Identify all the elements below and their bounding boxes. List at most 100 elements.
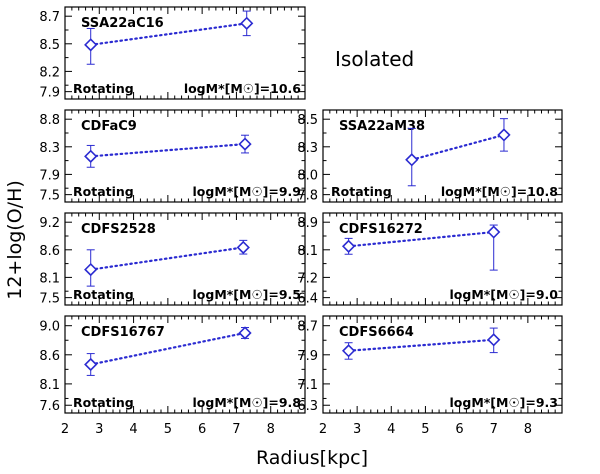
data-point bbox=[84, 262, 98, 277]
y-tick-label: 8.7 bbox=[39, 10, 60, 25]
panel-frame bbox=[322, 315, 563, 414]
y-tick-label: 9.2 bbox=[39, 216, 60, 231]
panel-SSA22aM38: 8.5 8.3 8.0 7.8 SSA22aM38 Rotating logM*[M☉]=1… bbox=[297, 109, 563, 204]
data-point bbox=[341, 344, 356, 358]
data-point bbox=[236, 240, 250, 255]
data-point bbox=[497, 128, 511, 142]
panel-CDFS16767: 9.0 8.6 8.1 7.6 CDFS16767 Rotating logM*[M☉]=9… bbox=[39, 315, 306, 414]
gradient-line bbox=[89, 142, 247, 158]
y-tick-label: 7.8 bbox=[297, 189, 318, 204]
y-tick-label: 8.9 bbox=[297, 216, 318, 231]
stellar-mass-label: logM*[M☉]=9.8 bbox=[193, 395, 301, 410]
y-tick-label: 8.6 bbox=[39, 349, 60, 364]
gradient-line bbox=[89, 331, 247, 366]
y-tick-label: 9.0 bbox=[39, 320, 60, 335]
panel-frame bbox=[64, 212, 306, 306]
panel-frame bbox=[64, 315, 306, 414]
panel-CDFaC9: 8.8 8.3 7.9 7.5 CDFaC9 Rotating logM*[M☉]=9.9 bbox=[39, 109, 306, 204]
panel-frame bbox=[322, 109, 563, 203]
data-point bbox=[238, 326, 252, 340]
y-tick-label: 7.2 bbox=[297, 271, 318, 286]
stellar-mass-label: logM*[M☉]=10.8 bbox=[441, 184, 558, 199]
gradient-line bbox=[347, 230, 495, 248]
x-tick-label: 5 bbox=[421, 422, 429, 437]
y-tick-label: 7.9 bbox=[39, 86, 60, 101]
x-tick-label: 6 bbox=[455, 422, 463, 437]
stellar-mass-label: logM*[M☉]=9.9 bbox=[193, 184, 301, 199]
gradient-line bbox=[347, 338, 495, 352]
x-tick-label: 2 bbox=[61, 422, 69, 437]
panel-frame bbox=[322, 212, 563, 306]
panel-CDFS6664: 8.7 7.9 7.1 6.3 CDFS6664 logM*[M☉]=9.3 bbox=[297, 315, 563, 414]
data-point bbox=[84, 38, 98, 52]
x-tick-label: 4 bbox=[129, 422, 137, 437]
y-tick-label: 7.1 bbox=[297, 378, 318, 393]
y-tick-label: 8.3 bbox=[39, 141, 60, 156]
rotating-label: Rotating bbox=[73, 287, 134, 302]
stellar-mass-label: logM*[M☉]=9.3 bbox=[450, 395, 558, 410]
data-point bbox=[487, 333, 501, 347]
panel-title: SSA22aM38 bbox=[339, 119, 425, 134]
rotating-label: Rotating bbox=[73, 81, 134, 96]
data-point bbox=[487, 225, 501, 239]
x-axis-label: Radius[kpc] bbox=[256, 447, 368, 469]
rotating-label: Rotating bbox=[73, 395, 134, 410]
rotating-label: Rotating bbox=[331, 184, 392, 199]
y-tick-label: 7.5 bbox=[39, 189, 60, 204]
x-tick-label: 2 bbox=[319, 422, 327, 437]
y-axis-label: 12+log(O/H) bbox=[4, 180, 26, 300]
y-tick-label: 8.3 bbox=[297, 141, 318, 156]
y-tick-label: 8.1 bbox=[297, 244, 318, 259]
stellar-mass-label: logM*[M☉]=9.0 bbox=[450, 287, 559, 302]
x-tick-label: 3 bbox=[353, 422, 361, 437]
x-tick-label: 8 bbox=[524, 422, 532, 437]
panel-frame bbox=[64, 6, 306, 100]
x-tick-label: 3 bbox=[95, 422, 103, 437]
panels: 8.7 8.5 8.2 7.9 SSA22aC16 Rotating logM*[M☉]=1… bbox=[39, 6, 563, 414]
y-tick-label: 8.7 bbox=[297, 320, 318, 335]
panel-CDFS2528: 9.2 8.6 8.1 7.5 CDFS2528 Rotating logM*[M☉]=9.… bbox=[39, 212, 306, 307]
panel-title: CDFaC9 bbox=[81, 119, 137, 134]
panel-title: CDFS2528 bbox=[81, 222, 156, 237]
data-point bbox=[341, 239, 356, 253]
data-point bbox=[240, 16, 254, 30]
isolated-label: Isolated bbox=[335, 47, 414, 71]
panel-title: CDFS16767 bbox=[81, 325, 165, 340]
y-tick-label: 8.5 bbox=[297, 113, 318, 128]
panel-SSA22aC16: 8.7 8.5 8.2 7.9 SSA22aC16 Rotating logM*[M☉]=1… bbox=[39, 6, 306, 101]
y-tick-label: 6.4 bbox=[297, 292, 318, 307]
gradient-line bbox=[89, 246, 245, 271]
gradient-line bbox=[89, 22, 248, 46]
gradient-line bbox=[410, 133, 506, 161]
panel-title: CDFS6664 bbox=[339, 325, 414, 340]
panel-frame bbox=[64, 109, 306, 203]
y-tick-label: 8.8 bbox=[39, 113, 60, 128]
x-tick-label: 8 bbox=[267, 422, 275, 437]
y-tick-label: 7.9 bbox=[297, 349, 318, 364]
y-tick-label: 8.6 bbox=[39, 244, 60, 259]
rotating-label: Rotating bbox=[73, 184, 134, 199]
x-tick-label: 7 bbox=[490, 422, 498, 437]
y-tick-label: 8.0 bbox=[297, 168, 318, 183]
x-tick-label: 5 bbox=[164, 422, 172, 437]
y-tick-label: 7.5 bbox=[39, 292, 60, 307]
data-point bbox=[405, 153, 419, 167]
panel-title: CDFS16272 bbox=[339, 222, 423, 237]
y-tick-label: 7.9 bbox=[39, 168, 60, 183]
data-point bbox=[238, 137, 252, 151]
stellar-mass-label: logM*[M☉]=9.5 bbox=[193, 287, 301, 302]
x-tick-label: 4 bbox=[387, 422, 395, 437]
y-tick-label: 8.5 bbox=[39, 38, 60, 53]
y-tick-label: 6.3 bbox=[297, 399, 318, 414]
panel-CDFS16272: 8.9 8.1 7.2 6.4 CDFS16272 logM*[M☉]=9.0 bbox=[297, 212, 563, 307]
x-tick-label: 6 bbox=[198, 422, 206, 437]
x-tick-label: 7 bbox=[232, 422, 240, 437]
data-point bbox=[84, 149, 98, 163]
stellar-mass-label: logM*[M☉]=10.6 bbox=[184, 81, 301, 96]
x-axis-ticks: 2 3 4 5 6 7 8 2 3 4 5 6 7 8 bbox=[61, 422, 532, 437]
data-point bbox=[84, 357, 98, 372]
y-tick-label: 7.6 bbox=[39, 399, 60, 414]
y-tick-label: 8.2 bbox=[39, 65, 60, 80]
y-tick-label: 8.1 bbox=[39, 378, 60, 393]
